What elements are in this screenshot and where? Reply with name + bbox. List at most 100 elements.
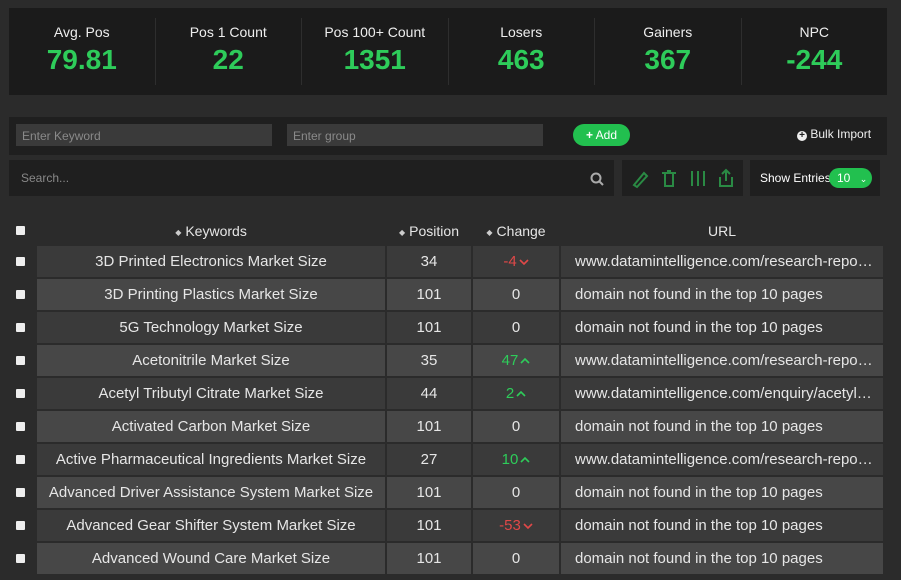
cell-text: 3D Printed Electronics Market Size [95, 253, 327, 270]
row-checkbox[interactable] [16, 356, 25, 365]
table-cell: 0 [473, 279, 559, 310]
bulk-import[interactable]: + Bulk Import [797, 127, 871, 141]
add-label: Add [595, 128, 618, 142]
cell-text: Acetonitrile Market Size [132, 352, 290, 369]
table-cell: domain not found in the top 10 pages [561, 477, 883, 508]
change-arrow [520, 456, 530, 463]
header-label: URL [707, 223, 736, 239]
row-checkbox[interactable] [16, 422, 25, 431]
bulk-import-label: Bulk Import [810, 127, 872, 141]
search-box[interactable]: Search... [9, 160, 614, 196]
table-cell: 34 [387, 246, 471, 277]
stat-value: -244 [786, 44, 843, 75]
cell-text: 101 [416, 484, 442, 501]
sort-icon: ◆ [175, 228, 182, 237]
table-cell: domain not found in the top 10 pages [561, 312, 883, 343]
table-cell: 27 [387, 444, 471, 475]
table-cell: 47 [473, 345, 559, 376]
stat-label: Pos 100+ Count [324, 24, 426, 40]
stat-label: NPC [799, 24, 830, 40]
cell-text: 0 [511, 286, 521, 303]
cell-text: 101 [416, 286, 442, 303]
row-checkbox[interactable] [16, 323, 25, 332]
stat-label: Losers [500, 24, 543, 40]
cell-text: 34 [420, 253, 438, 270]
change-value: 10 [501, 451, 519, 468]
row-checkbox[interactable] [16, 257, 25, 266]
table-cell: domain not found in the top 10 pages [561, 411, 883, 442]
cell-text: Activated Carbon Market Size [111, 418, 311, 435]
table-cell: 101 [387, 510, 471, 541]
stat-value: 79.81 [46, 44, 117, 75]
header-checkbox[interactable] [16, 226, 25, 235]
table-cell: 0 [473, 312, 559, 343]
table-cell: 101 [387, 543, 471, 574]
row-checkbox[interactable] [16, 521, 25, 530]
table-cell: www.datamintelligence.com/research-repo… [561, 345, 883, 376]
table-cell: 2 [473, 378, 559, 409]
entries-panel: Show Entries 10 ⌄ [750, 160, 880, 196]
table-cell: 35 [387, 345, 471, 376]
keyword-input[interactable]: Enter Keyword [16, 124, 272, 146]
entries-select[interactable]: 10 ⌄ [829, 168, 872, 188]
table-cell: 0 [473, 543, 559, 574]
url: domain not found in the top 10 pages [575, 286, 823, 303]
stat: Avg. Pos 79.81 [9, 18, 155, 85]
change-value: 47 [501, 352, 519, 369]
row-checkbox[interactable] [16, 389, 25, 398]
stat: Pos 1 Count 22 [154, 18, 302, 85]
cell-text: 0 [511, 418, 521, 435]
toolbar-icons [632, 168, 733, 189]
table-cell: domain not found in the top 10 pages [561, 510, 883, 541]
url: domain not found in the top 10 pages [575, 418, 823, 435]
table-cell: domain not found in the top 10 pages [561, 279, 883, 310]
cell-text: Advanced Driver Assistance System Market… [48, 484, 374, 501]
table-cell: Acetyl Tributyl Citrate Market Size [37, 378, 385, 409]
url: domain not found in the top 10 pages [575, 484, 823, 501]
row-checkbox[interactable] [16, 554, 25, 563]
change-arrow [523, 523, 533, 530]
add-button[interactable]: + Add [573, 124, 630, 146]
table-cell: -53 [473, 510, 559, 541]
cell-text: 101 [416, 319, 442, 336]
change-value: -53 [499, 517, 521, 534]
header-cell[interactable]: ◆ Keywords [37, 218, 385, 245]
table-cell: 0 [473, 411, 559, 442]
stat: Gainers 367 [594, 18, 741, 85]
row-checkbox[interactable] [16, 455, 25, 464]
url: www.datamintelligence.com/research-repo… [575, 451, 873, 468]
sort-icon: ◆ [486, 228, 493, 237]
stats-bar: Avg. Pos 79.81 Pos 1 Count 22 Pos 100+ Count… [9, 8, 887, 95]
cell-text: 35 [420, 352, 438, 369]
cell-text: Active Pharmaceutical Ingredients Market… [55, 451, 367, 468]
table-cell: Advanced Gear Shifter System Market Size [37, 510, 385, 541]
row-checkbox[interactable] [16, 290, 25, 299]
table-cell: 0 [473, 477, 559, 508]
table-cell: Advanced Wound Care Market Size [37, 543, 385, 574]
cell-text: 101 [416, 418, 442, 435]
toolbar [622, 160, 743, 196]
table-cell: Activated Carbon Market Size [37, 411, 385, 442]
change-arrow [516, 390, 526, 397]
stat-label: Gainers [643, 24, 693, 40]
change-arrow [520, 357, 530, 364]
row-checkbox[interactable] [16, 488, 25, 497]
url: domain not found in the top 10 pages [575, 319, 823, 336]
header-cell[interactable]: ◆ Position [387, 218, 471, 245]
stat-value: 22 [212, 44, 244, 75]
header-cell[interactable]: ◆ Change [473, 218, 559, 245]
header-label: Change [496, 223, 546, 239]
table-cell: domain not found in the top 10 pages [561, 543, 883, 574]
stat: Pos 100+ Count 1351 [301, 18, 448, 85]
cell-text: 0 [511, 550, 521, 567]
table-cell: 44 [387, 378, 471, 409]
group-input[interactable]: Enter group [287, 124, 543, 146]
table-cell: 10 [473, 444, 559, 475]
cell-text: Advanced Wound Care Market Size [91, 550, 331, 567]
url: www.datamintelligence.com/research-repo… [575, 253, 873, 270]
cell-text: 0 [511, 484, 521, 501]
entries-count: 10 [837, 171, 851, 185]
table-cell: Acetonitrile Market Size [37, 345, 385, 376]
cell-text: 5G Technology Market Size [119, 319, 303, 336]
header-label: Position [409, 223, 459, 239]
